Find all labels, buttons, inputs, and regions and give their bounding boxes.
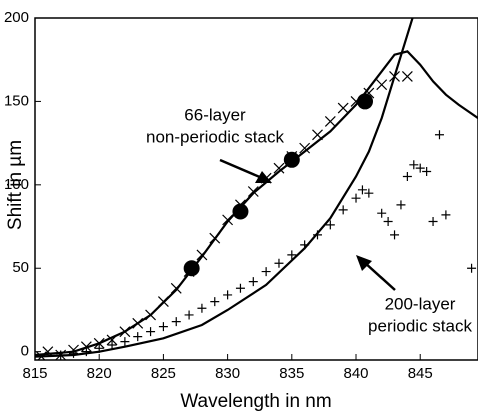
cross-marker [312, 129, 323, 141]
cross-marker [376, 79, 388, 91]
annotation: 200-layer [385, 294, 456, 313]
plus-marker [325, 220, 335, 230]
x-tick-label: 825 [151, 365, 176, 382]
cross-marker [93, 337, 105, 349]
plus-marker [390, 230, 400, 240]
arrow [356, 255, 396, 291]
plus-marker [409, 160, 419, 170]
cross-marker [80, 341, 92, 353]
cross-marker [132, 317, 144, 329]
plus-marker [357, 185, 367, 195]
plus-marker [81, 347, 91, 357]
x-tick-label: 845 [408, 365, 433, 382]
plus-marker [383, 217, 393, 227]
plus-marker [415, 163, 425, 173]
plot-area [35, 18, 478, 360]
y-tick-label: 100 [4, 176, 29, 193]
arrow [219, 158, 272, 183]
plus-marker [197, 303, 207, 313]
dot-marker [283, 151, 300, 168]
plus-marker [377, 208, 387, 218]
y-tick-label: 200 [4, 9, 29, 26]
plus-marker [171, 317, 181, 327]
plus-marker [422, 166, 432, 176]
plus-marker [56, 350, 66, 360]
cross-marker [196, 249, 208, 261]
plus-marker [120, 337, 130, 347]
annotation: periodic stack [368, 316, 472, 335]
annotation: 66-layer [184, 105, 246, 124]
cross-marker [42, 346, 54, 358]
plus-marker [248, 277, 258, 287]
plus-marker [210, 297, 220, 307]
plus-marker [434, 130, 444, 140]
cross-marker [337, 102, 349, 114]
x-tick-label: 815 [22, 365, 47, 382]
cross-marker [157, 296, 169, 308]
x-axis-title: Wavelength in nm [180, 391, 331, 412]
plus-marker [351, 193, 361, 203]
cross-marker [35, 351, 47, 360]
cross-marker [145, 309, 156, 321]
cross-marker [247, 186, 259, 197]
y-tick-label: 0 [21, 343, 29, 360]
plus-marker [396, 200, 406, 210]
x-tick-label: 835 [279, 365, 304, 382]
plus-marker [312, 230, 322, 240]
cross-marker [401, 70, 413, 82]
plus-marker [300, 240, 310, 250]
dot-marker [357, 93, 374, 110]
cross-marker [222, 214, 234, 226]
dot-marker [232, 203, 249, 220]
plus-marker [223, 290, 233, 300]
cross-marker [324, 116, 336, 127]
plus-marker [158, 322, 168, 332]
plus-marker [287, 250, 297, 260]
plus-marker [467, 263, 477, 273]
y-tick-label: 150 [4, 92, 29, 109]
plot-frame [34, 17, 478, 361]
annotation: non-periodic stack [146, 127, 284, 146]
data-line [35, 18, 414, 358]
dot-marker [183, 260, 200, 277]
cross-marker [119, 326, 131, 338]
x-tick-label: 840 [343, 365, 368, 382]
x-tick-label: 830 [215, 365, 240, 382]
plus-marker [133, 332, 143, 342]
plus-marker [364, 188, 374, 198]
data-line [35, 50, 478, 357]
plus-marker [235, 283, 245, 293]
plus-marker [338, 205, 348, 215]
cross-marker [299, 142, 311, 154]
plus-marker [441, 210, 451, 220]
cross-marker [170, 282, 182, 294]
cross-marker [209, 232, 221, 244]
plus-marker [94, 343, 104, 353]
plus-marker [261, 267, 271, 277]
plus-marker [69, 348, 79, 358]
x-tick-label: 820 [87, 365, 112, 382]
plus-marker [274, 258, 284, 268]
plus-marker [402, 171, 412, 181]
cross-marker [389, 70, 400, 82]
plus-marker [107, 340, 117, 350]
plus-marker [184, 310, 194, 320]
plus-marker [146, 327, 156, 337]
cross-marker [273, 162, 285, 174]
cross-marker [106, 334, 118, 346]
y-axis-title: Shift in µm [5, 140, 26, 230]
plus-marker [428, 217, 438, 227]
y-tick-label: 50 [12, 259, 29, 276]
